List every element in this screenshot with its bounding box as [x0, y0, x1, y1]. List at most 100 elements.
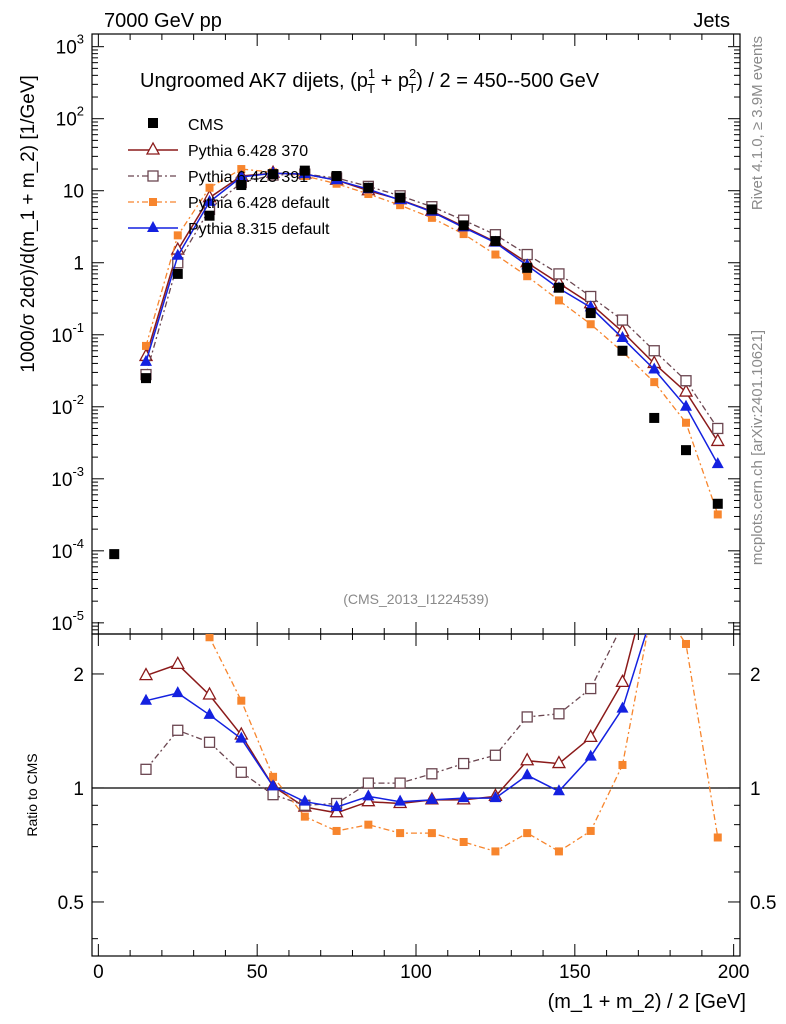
- main-point-p370: [710, 433, 725, 447]
- ratio-point-pdef: [427, 829, 436, 838]
- main-point-cms: [522, 262, 533, 273]
- main-point-cms: [172, 268, 183, 279]
- ratio-point-p391: [585, 682, 597, 695]
- ratio-y-tick-label-left: 1: [73, 779, 84, 800]
- legend-marker-cms: [148, 118, 158, 128]
- main-y-tick-label: 102: [56, 104, 84, 131]
- ratio-point-p8: [584, 749, 597, 761]
- main-point-pdef: [459, 230, 468, 239]
- main-point-cms: [617, 345, 628, 356]
- main-point-pdef: [682, 418, 690, 427]
- main-point-cms: [585, 308, 596, 319]
- main-y-tick-label: 10-3: [51, 464, 84, 491]
- ratio-point-p370: [615, 674, 630, 688]
- mcplots-label: mcplots.cern.ch [arXiv:2401.10621]: [749, 330, 766, 565]
- legend-entry-p391: Pythia 6.428 391: [128, 169, 308, 186]
- main-point-pdef: [523, 272, 532, 281]
- ratio-point-pdef: [174, 583, 182, 591]
- main-point-cms: [236, 180, 247, 191]
- main-point-p391: [712, 422, 724, 435]
- main-point-cms: [553, 282, 564, 293]
- main-y-tick-label: 1: [73, 254, 84, 275]
- ratio-y-tick-label-left: 0.5: [58, 893, 84, 914]
- main-series-group: [109, 164, 725, 560]
- x-tick-label: 50: [247, 962, 268, 983]
- ratio-point-pdef: [682, 639, 690, 648]
- legend-label-p370: Pythia 6.428 370: [188, 143, 308, 160]
- main-y-tick-label: 10-5: [51, 608, 84, 635]
- main-point-pdef: [554, 296, 563, 305]
- main-point-p8: [680, 399, 692, 411]
- main-title: Ungroomed AK7 dijets, (p1 T + p2 T) / 2 = …: [140, 66, 600, 96]
- ratio-line-pdef: [206, 634, 719, 853]
- ratio-point-p370: [583, 729, 598, 743]
- ratio-point-p370: [551, 755, 567, 769]
- ratio-point-p391: [235, 766, 247, 778]
- x-tick-label: 150: [559, 962, 591, 983]
- ratio-y-tick-label-left: 2: [73, 665, 84, 686]
- main-point-p391: [680, 375, 692, 387]
- ratio-point-p370: [648, 553, 660, 564]
- main-point-cms: [490, 236, 501, 247]
- ratio-point-pdef: [332, 826, 341, 835]
- ratio-point-p8: [457, 791, 470, 803]
- legend-marker-pdef: [149, 198, 157, 206]
- ratio-point-p391: [521, 711, 533, 723]
- ratio-point-p370: [170, 656, 185, 670]
- main-point-cms: [458, 220, 469, 231]
- ratio-point-p391: [140, 763, 152, 775]
- ratio-point-p8: [171, 686, 184, 698]
- legend-marker-p8: [147, 221, 159, 232]
- ratio-point-p8: [203, 707, 216, 719]
- main-point-cms: [395, 192, 406, 203]
- main-point-pdef: [173, 231, 182, 240]
- ratio-point-pdef: [523, 829, 532, 838]
- analysis-watermark: (CMS_2013_I1224539): [343, 591, 489, 607]
- ratio-series-group: [138, 553, 722, 856]
- ratio-y-tick-label-right: 0.5: [750, 893, 776, 914]
- legend-label-pdef: Pythia 6.428 default: [188, 195, 330, 212]
- rivet-label: Rivet 4.1.0, ≥ 3.9M events: [749, 36, 766, 210]
- ratio-point-pdef: [269, 772, 278, 781]
- main-point-p391: [616, 314, 629, 326]
- ratio-point-pdef: [650, 593, 658, 601]
- legend-marker-p391: [147, 170, 159, 182]
- ratio-point-p391: [553, 708, 565, 720]
- legend-label-cms: CMS: [188, 117, 224, 134]
- ratio-point-p8: [330, 800, 343, 812]
- ratio-point-pdef: [618, 760, 627, 769]
- ratio-point-p8: [267, 779, 280, 791]
- main-point-cms: [109, 549, 120, 560]
- ratio-point-p391: [394, 777, 406, 789]
- x-axis-label: (m_1 + m_2) / 2 [GeV]: [548, 991, 746, 1013]
- x-tick-label: 0: [93, 962, 104, 983]
- main-point-pdef: [364, 190, 373, 199]
- ratio-y-axis-label: Ratio to CMS: [24, 753, 40, 836]
- main-y-tick-label: 10-1: [51, 320, 84, 347]
- ratio-point-p8: [648, 600, 660, 611]
- ratio-point-pdef: [459, 837, 468, 846]
- ratio-point-pdef: [364, 820, 373, 829]
- ratio-point-p8: [521, 768, 534, 780]
- ratio-plot-frame: [91, 633, 741, 957]
- ratio-point-pdef: [142, 615, 150, 623]
- main-point-cms: [426, 204, 437, 215]
- ratio-point-p8: [552, 784, 565, 796]
- ratio-point-p8: [140, 693, 152, 705]
- main-y-tick-label: 10: [63, 182, 84, 203]
- main-point-p391: [585, 290, 597, 303]
- ratio-line-p8: [145, 634, 647, 808]
- ratio-point-p370: [329, 804, 344, 818]
- ratio-point-p370: [202, 686, 217, 700]
- ratio-point-p391: [426, 768, 438, 780]
- ratio-point-pdef: [396, 829, 405, 838]
- ratio-point-p8: [362, 789, 375, 801]
- main-point-pdef: [586, 320, 595, 329]
- ratio-y-tick-label-right: 2: [750, 665, 761, 686]
- ratio-point-p391: [617, 620, 627, 630]
- main-point-p8: [140, 354, 152, 366]
- main-point-pdef: [650, 378, 659, 387]
- ratio-point-pdef: [237, 696, 246, 705]
